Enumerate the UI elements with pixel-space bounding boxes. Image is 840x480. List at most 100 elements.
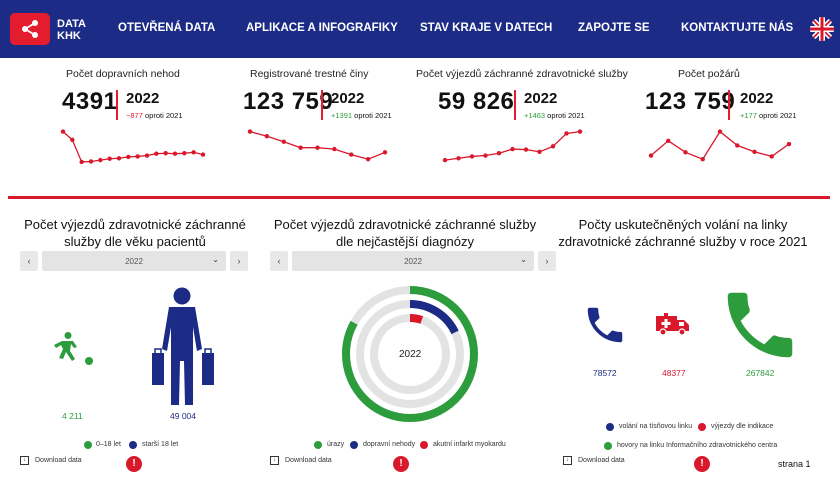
year-dropdown-value: 2022	[404, 256, 422, 266]
sparkline-point	[786, 141, 792, 147]
kpi-delta-suffix: oproti 2021	[142, 111, 183, 120]
download-data-link[interactable]: ↓ Download data	[20, 456, 82, 465]
sparkline-point	[365, 157, 371, 162]
ring-injuries	[342, 286, 478, 422]
sparkline-point	[281, 139, 286, 144]
sparkline-point	[577, 129, 583, 134]
download-icon: ↓	[20, 456, 29, 465]
page-indicator: strana 1	[778, 459, 811, 469]
prev-year-button[interactable]: ‹	[20, 251, 38, 271]
nav-apps-infographics[interactable]: APLIKACE A INFOGRAFIKY	[246, 22, 398, 34]
kpi-value: 123 759	[243, 88, 334, 115]
sparkline-point	[537, 149, 542, 155]
kpi-year: 2022	[331, 90, 365, 107]
download-label: Download data	[578, 457, 625, 464]
legend-label-infarction[interactable]: akutní infarkt myokardu	[433, 441, 506, 448]
kpi-delta-suffix: oproti 2021	[756, 111, 797, 120]
download-data-link[interactable]: ↓ Download data	[563, 456, 625, 465]
share-logo-icon[interactable]	[10, 13, 50, 45]
sparkline-point	[116, 156, 122, 161]
kpi-trend-sparkline	[648, 129, 792, 162]
next-year-button[interactable]: ›	[538, 251, 556, 271]
adult-with-luggage-icon	[152, 287, 214, 405]
nav-contact[interactable]: KONTAKTUJTE NÁS	[681, 22, 794, 34]
logo-line-2: KHK	[57, 30, 81, 42]
sparkline-point	[191, 150, 196, 155]
sparkline-point	[144, 153, 150, 158]
info-icon[interactable]: !	[694, 456, 710, 472]
sparkline-point	[88, 159, 94, 164]
child-count: 4 211	[62, 411, 83, 421]
sparkline-point	[60, 129, 66, 134]
dispatches-count: 48377	[662, 368, 686, 378]
legend-label-dispatches[interactable]: výjezdy dle indikace	[711, 423, 774, 430]
emergency-calls-count: 78572	[593, 368, 617, 378]
sparkline-point	[496, 151, 502, 156]
nav-open-data[interactable]: OTEVŘENÁ DATA	[118, 22, 216, 34]
diagnosis-ring-chart	[342, 286, 478, 422]
legend-label-children[interactable]: 0–18 let	[96, 441, 121, 448]
logo-line-1: DATA	[57, 18, 86, 30]
legend-dot-dispatches	[698, 423, 706, 431]
kpi-title: Počet požárů	[678, 68, 740, 80]
download-data-link[interactable]: ↓ Download data	[270, 456, 332, 465]
legend-label-info-center[interactable]: hovory na linku Informačního zdravotnick…	[617, 442, 778, 449]
next-year-button[interactable]: ›	[230, 251, 248, 271]
ring-center-label: 2022	[399, 349, 422, 360]
sparkline-path	[249, 130, 386, 160]
kpi-year: 2022	[126, 90, 160, 107]
legend-label-adults[interactable]: starší 18 let	[142, 441, 179, 448]
calls-panel-title: Počty uskutečněných volání na linky zdra…	[558, 217, 808, 249]
download-label: Download data	[285, 457, 332, 464]
info-icon[interactable]: !	[126, 456, 142, 472]
sparkline-point	[172, 151, 178, 156]
sparkline-point	[735, 143, 740, 148]
legend-dot-traffic	[350, 441, 358, 449]
chevron-down-icon: ⌄	[520, 255, 527, 264]
legend-label-traffic[interactable]: dopravní nehody	[363, 441, 416, 448]
sparkline-point	[523, 147, 529, 152]
year-dropdown[interactable]: 2022 ⌄	[292, 251, 534, 271]
sparkline-point	[700, 157, 705, 162]
sparkline-point	[564, 131, 569, 136]
sparkline-point	[315, 145, 320, 150]
prev-year-button[interactable]: ‹	[270, 251, 288, 271]
adult-count: 49 004	[170, 411, 196, 421]
uk-flag-icon[interactable]	[810, 17, 834, 41]
nav-get-involved[interactable]: ZAPOJTE SE	[578, 22, 650, 34]
kpi-trend-sparkline	[442, 129, 583, 163]
year-dropdown[interactable]: 2022 ⌄	[42, 251, 226, 271]
legend-label-emergency[interactable]: volání na tísňovou linku	[619, 423, 693, 430]
kpi-trend-sparkline	[60, 129, 206, 165]
sparkline-point	[79, 159, 84, 165]
info-icon[interactable]: !	[393, 456, 409, 472]
kpi-title: Počet dopravních nehod	[66, 68, 180, 80]
legend-label-injuries[interactable]: úrazy	[327, 441, 345, 448]
sparkline-path	[650, 130, 790, 161]
legend-dot-adults	[129, 441, 137, 449]
top-navigation-bar: DATA KHK OTEVŘENÁ DATA APLIKACE A INFOGR…	[0, 0, 840, 58]
sparkline-point	[382, 150, 388, 155]
nav-region-state[interactable]: STAV KRAJE V DATECH	[420, 22, 553, 34]
sparkline-point	[683, 150, 688, 155]
kpi-year: 2022	[524, 90, 558, 107]
sparkline-point	[648, 153, 654, 158]
sparkline-point	[349, 152, 354, 157]
sparkline-point	[70, 137, 75, 143]
sparkline-point	[332, 146, 337, 152]
legend-dot-injuries	[314, 441, 322, 449]
kpi-value: 59 826	[438, 88, 515, 115]
section-divider	[8, 196, 830, 199]
phone-large-icon	[727, 292, 793, 358]
kpi-delta-suffix: oproti 2021	[545, 111, 585, 120]
kpi-delta-number: +1463	[524, 111, 546, 120]
logo-text[interactable]: DATA KHK	[57, 18, 97, 42]
kpi-separator	[321, 90, 323, 120]
sparkline-path	[444, 130, 581, 161]
kpi-value: 4391	[62, 88, 118, 115]
sparkline-point	[247, 129, 253, 134]
sparkline-point	[298, 145, 303, 150]
sparkline-point	[135, 154, 140, 159]
sparkline-point	[666, 138, 671, 143]
sparkline-point	[456, 156, 461, 161]
